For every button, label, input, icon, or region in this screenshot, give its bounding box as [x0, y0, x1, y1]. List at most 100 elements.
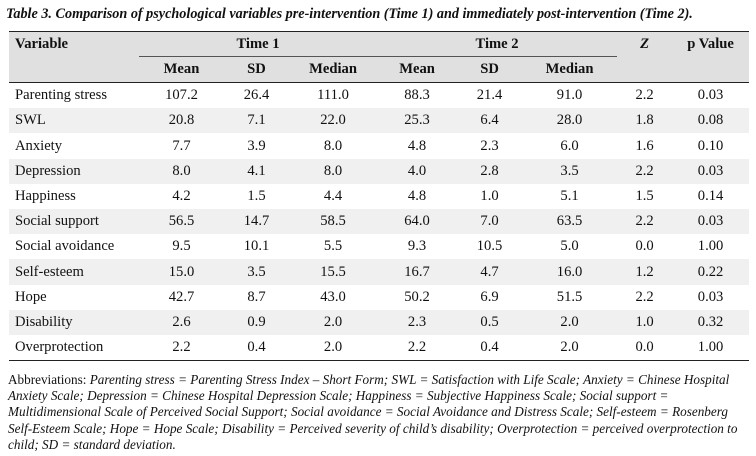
cell-p: 0.22 [697, 263, 724, 280]
cell-t1-sd: 8.7 [247, 288, 266, 305]
col-header-t2-sd: SD [480, 61, 499, 78]
cell-t1-sd: 14.7 [243, 213, 270, 230]
cell-t1-mean: 107.2 [165, 87, 198, 104]
cell-z: 1.8 [635, 112, 654, 129]
cell-variable: Social avoidance [15, 238, 115, 255]
cell-t1-sd: 10.1 [243, 238, 270, 255]
cell-z: 2.2 [635, 162, 654, 179]
col-header-time2: Time 2 [377, 31, 618, 57]
table-row: Happiness 4.2 1.5 4.4 4.8 1.0 5.1 1.5 0.… [9, 184, 749, 209]
cell-t2-median: 6.0 [560, 137, 579, 154]
table-row: Overprotection 2.2 0.4 2.0 2.2 0.4 2.0 0… [9, 335, 750, 361]
table-row: Disability 2.6 0.9 2.0 2.3 0.5 2.0 1.0 0… [9, 309, 750, 335]
table-caption: Table 3. Comparison of psychological var… [6, 6, 693, 22]
col-header-variable: Variable [15, 36, 68, 52]
cell-t2-median: 91.0 [556, 87, 583, 104]
cell-variable: Depression [15, 162, 81, 179]
col-header-t2-mean: Mean [399, 61, 435, 78]
col-header-z: Z [640, 36, 650, 52]
cell-t1-median: 58.5 [320, 213, 346, 230]
table-row: Anxiety 7.7 3.9 8.0 4.8 2.3 6.0 1.6 0.10 [9, 133, 749, 158]
cell-t1-median: 111.0 [317, 87, 349, 104]
cell-t2-median: 51.5 [556, 288, 583, 305]
table-row: Depression 8.0 4.1 8.0 4.0 2.8 3.5 2.2 0… [9, 158, 750, 184]
cell-t1-median: 8.0 [323, 137, 343, 154]
cell-t2-sd: 0.5 [480, 313, 499, 330]
cell-variable: Disability [15, 313, 73, 330]
cell-t1-median: 4.4 [323, 188, 343, 205]
col-header-t1-mean: Mean [163, 61, 200, 78]
cell-t1-mean: 4.2 [172, 188, 191, 205]
cell-t2-mean: 64.0 [404, 213, 430, 230]
table-row: SWL 20.8 7.1 22.0 25.3 6.4 28.0 1.8 0.08 [9, 108, 750, 134]
cell-variable: Overprotection [15, 339, 104, 356]
cell-t1-median: 8.0 [323, 162, 343, 179]
cell-t2-mean: 4.0 [407, 162, 427, 179]
cell-t1-mean: 7.7 [172, 137, 191, 154]
cell-t2-sd: 1.0 [480, 188, 499, 205]
cell-t1-median: 22.0 [320, 112, 346, 129]
header-row-groups: Variable Time 1 Time 2 Z p Value [9, 31, 750, 57]
cell-t2-sd: 6.4 [480, 112, 499, 129]
cell-z: 2.2 [635, 87, 654, 104]
cell-t2-median: 3.5 [560, 162, 579, 179]
cell-variable: Hope [15, 288, 47, 305]
cell-t2-sd: 6.9 [480, 288, 499, 305]
cell-t1-sd: 26.4 [243, 87, 270, 104]
cell-variable: SWL [15, 112, 46, 129]
cell-t1-sd: 0.4 [247, 339, 266, 356]
cell-t2-median: 2.0 [560, 313, 579, 330]
col-header-p-value: p Value [687, 36, 734, 52]
table-row: Self-esteem 15.0 3.5 15.5 16.7 4.7 16.0 … [9, 259, 750, 285]
cell-z: 1.0 [635, 313, 654, 330]
cell-z: 2.2 [635, 213, 654, 230]
cell-variable: Self-esteem [15, 263, 84, 280]
cell-t2-mean: 50.2 [404, 288, 430, 305]
col-header-t2-median: Median [545, 61, 594, 78]
cell-p: 0.32 [697, 313, 724, 330]
cell-t1-sd: 4.1 [247, 162, 266, 179]
cell-t1-median: 15.5 [320, 263, 346, 280]
cell-variable: Happiness [15, 188, 76, 205]
cell-p: 0.10 [697, 137, 724, 154]
cell-t2-mean: 2.2 [407, 339, 427, 356]
cell-t2-sd: 2.3 [480, 137, 499, 154]
cell-t1-mean: 56.5 [168, 213, 195, 230]
cell-t2-sd: 4.7 [480, 263, 499, 280]
cell-t1-mean: 9.5 [172, 238, 191, 255]
cell-variable: Anxiety [15, 137, 63, 154]
footnote-label: Abbreviations: [8, 372, 87, 387]
cell-t2-median: 2.0 [560, 339, 579, 356]
cell-z: 1.5 [635, 188, 654, 205]
table-footnote: Abbreviations: Parenting stress = Parent… [8, 372, 750, 453]
cell-t1-mean: 2.6 [172, 313, 191, 330]
cell-t1-mean: 8.0 [172, 162, 191, 179]
cell-z: 1.6 [635, 137, 654, 154]
table-row: Parenting stress 107.2 26.4 111.0 88.3 2… [9, 83, 749, 109]
cell-variable: Parenting stress [15, 87, 108, 104]
cell-z: 2.2 [635, 288, 654, 305]
col-header-t1-median: Median [309, 61, 357, 78]
cell-z: 0.0 [635, 339, 654, 356]
cell-p: 1.00 [697, 339, 724, 356]
cell-t2-median: 63.5 [556, 213, 583, 230]
cell-p: 0.14 [697, 188, 724, 205]
table-row: Social support 56.5 14.7 58.5 64.0 7.0 6… [9, 208, 750, 235]
cell-t1-sd: 0.9 [247, 313, 266, 330]
table-row: Hope 42.7 8.7 43.0 50.2 6.9 51.5 2.2 0.0… [9, 285, 749, 310]
cell-t1-sd: 3.5 [247, 263, 266, 280]
cell-t2-median: 5.0 [560, 238, 579, 255]
col-header-t1-sd: SD [247, 61, 266, 78]
cell-t1-sd: 1.5 [247, 188, 266, 205]
cell-t1-sd: 7.1 [247, 112, 266, 129]
cell-t2-mean: 88.3 [404, 87, 430, 104]
cell-t1-median: 2.0 [323, 339, 343, 356]
cell-t1-median: 5.5 [323, 238, 343, 255]
cell-t1-mean: 20.8 [168, 112, 195, 129]
cell-t2-sd: 21.4 [476, 87, 503, 104]
cell-p: 1.00 [697, 238, 724, 255]
cell-t2-sd: 7.0 [480, 213, 499, 230]
cell-t2-mean: 25.3 [404, 112, 430, 129]
cell-t1-mean: 15.0 [168, 263, 195, 280]
cell-t2-median: 28.0 [556, 112, 583, 129]
